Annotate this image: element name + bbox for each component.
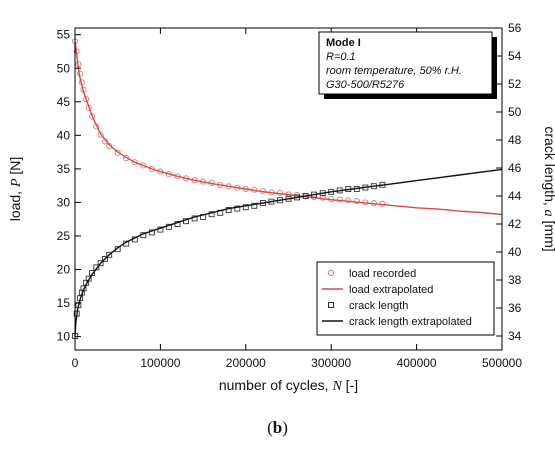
info-box-line: G30-500/R5276 [326, 79, 405, 91]
y-right-tick-label: 38 [508, 273, 522, 287]
load-recorded-point [353, 198, 360, 205]
y-right-tick-label: 40 [508, 245, 522, 259]
load-recorded-point [140, 162, 147, 169]
y-right-tick-label: 54 [508, 49, 522, 63]
y-axis-left-label: load, P [N] [7, 157, 24, 222]
y-right-tick-label: 34 [508, 329, 522, 343]
y-right-tick-label: 50 [508, 105, 522, 119]
x-tick-label: 0 [72, 356, 79, 370]
y-left-tick-label: 55 [57, 28, 71, 42]
info-box-title: Mode I [326, 37, 361, 49]
y-right-tick-label: 46 [508, 161, 522, 175]
legend-label-load-recorded: load recorded [349, 268, 416, 280]
x-tick-label: 500000 [482, 356, 522, 370]
load-recorded-point [131, 159, 138, 166]
crack-length-point [208, 211, 215, 218]
info-box-line: room temperature, 50% r.H. [326, 65, 462, 77]
y-left-tick-label: 45 [57, 95, 71, 109]
legend-label-crack-length-extrapolated: crack length extrapolated [349, 316, 472, 328]
y-left-tick-label: 50 [57, 61, 71, 75]
info-box: Mode I R=0.1 room temperature, 50% r.H. … [318, 31, 497, 99]
load-recorded-point [148, 165, 155, 172]
x-tick-label: 300000 [311, 356, 351, 370]
load-recorded-point [123, 155, 130, 162]
load-recorded-point [83, 96, 90, 103]
legend-label-load-extrapolated: load extrapolated [349, 284, 433, 296]
y-right-tick-label: 48 [508, 133, 522, 147]
y-right-tick-label: 36 [508, 301, 522, 315]
y-axis-right-label: crack length, a [mm] [541, 126, 555, 251]
y-left-tick-label: 15 [57, 296, 71, 310]
y-left-tick-label: 40 [57, 128, 71, 142]
axes: 0 100000 200000 300000 400000 500000 10 15 20 25 3… [57, 21, 523, 370]
info-box-line: R=0.1 [326, 51, 356, 63]
legend: load recorded load extrapolated crack le… [316, 261, 495, 336]
crack-length-point [251, 202, 258, 209]
info-box-frame [318, 31, 493, 95]
crack-length-point [225, 207, 232, 213]
y-left-tick-label: 35 [57, 162, 71, 176]
x-tick-label: 200000 [226, 356, 266, 370]
load-recorded-point [345, 197, 352, 204]
y-right-tick-label: 56 [508, 21, 522, 35]
y-left-tick-label: 20 [57, 263, 71, 277]
crack-length-point [106, 251, 113, 258]
crack-length-point [242, 204, 249, 211]
load-extrapolated-line [74, 41, 503, 216]
legend-marker-crack-length [328, 302, 334, 308]
y-left-tick-label: 10 [57, 330, 71, 344]
chart: 0 100000 200000 300000 400000 500000 10 15 20 25 3… [7, 21, 555, 394]
plot-area [71, 38, 503, 339]
y-left-tick-label: 30 [57, 195, 71, 209]
load-recorded-point [114, 149, 121, 156]
y-right-tick-label: 44 [508, 189, 522, 203]
legend-label-crack-length: crack length [349, 300, 408, 312]
x-tick-label: 100000 [140, 356, 180, 370]
x-axis-label: number of cycles, N [-] [219, 377, 358, 394]
y-right-tick-label: 52 [508, 77, 522, 91]
legend-frame [316, 261, 495, 336]
y-left-tick-label: 25 [57, 229, 71, 243]
crack-length-point [234, 205, 241, 212]
figure-caption: (b) [267, 418, 288, 437]
legend-marker-load-recorded [327, 269, 335, 277]
crack-length-extrapolated-line [74, 168, 503, 337]
crack-length-point [97, 260, 104, 267]
x-tick-label: 400000 [397, 356, 437, 370]
crack-length-point [101, 256, 108, 262]
y-right-tick-label: 42 [508, 217, 522, 231]
load-recorded-point [97, 131, 104, 138]
plot-frame [74, 27, 503, 351]
